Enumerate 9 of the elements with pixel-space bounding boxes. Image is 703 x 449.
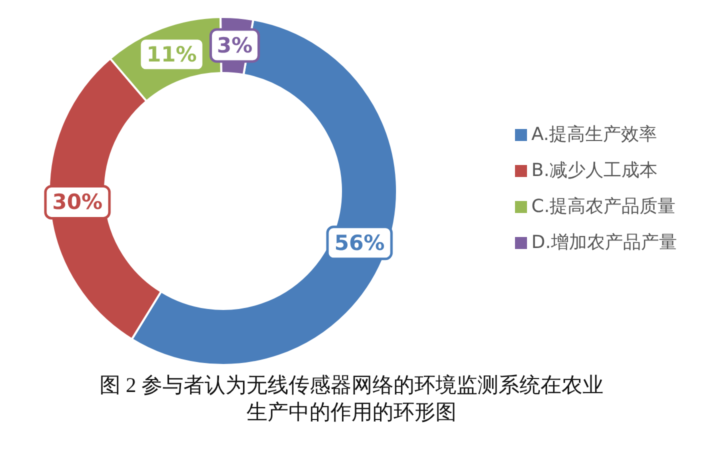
data-label: 30% <box>52 190 103 214</box>
data-label: 56% <box>334 230 385 255</box>
data-label: 3% <box>216 33 253 58</box>
legend-label: B.减少人工成本 <box>531 160 658 181</box>
legend-label: C.提高农产品质量 <box>531 196 676 217</box>
text: 图 2 参与者认为无线传感器网络的环境监测系统在农业生产中的作用的环形图 <box>98 372 604 426</box>
legend-label: A.提高生产效率 <box>531 124 658 145</box>
data-label: 11% <box>146 42 197 66</box>
legend-label: D.增加农产品产量 <box>531 232 677 253</box>
